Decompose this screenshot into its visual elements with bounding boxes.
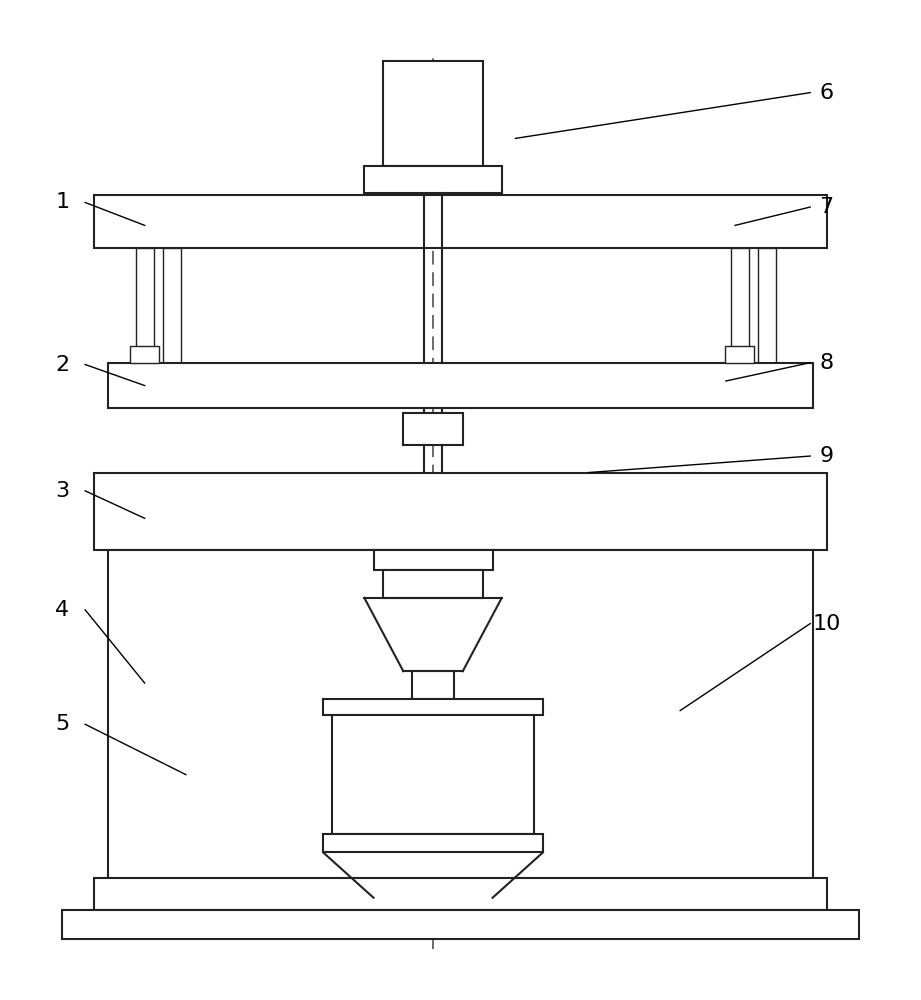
Text: 6: 6	[820, 83, 834, 103]
Bar	[94, 473, 827, 550]
Bar	[332, 715, 534, 834]
Bar	[758, 550, 776, 880]
Bar	[403, 413, 462, 445]
Bar	[730, 550, 749, 880]
Bar	[730, 248, 749, 363]
Text: 9: 9	[820, 446, 834, 466]
Bar	[135, 248, 154, 363]
Bar	[383, 570, 484, 598]
Bar	[725, 346, 754, 363]
Bar	[758, 248, 776, 363]
Text: 1: 1	[55, 192, 69, 212]
Bar	[383, 61, 484, 166]
Bar	[323, 699, 542, 715]
Text: 4: 4	[55, 600, 69, 620]
Bar	[130, 346, 159, 363]
Bar	[163, 550, 181, 880]
Bar	[163, 248, 181, 363]
Bar	[365, 166, 502, 193]
Bar	[323, 834, 542, 852]
Text: 7: 7	[820, 197, 834, 217]
Text: 5: 5	[55, 714, 69, 734]
Bar	[94, 878, 827, 910]
Bar	[413, 671, 454, 699]
Bar	[374, 550, 493, 570]
Bar	[94, 195, 827, 248]
Text: 3: 3	[55, 481, 69, 501]
Text: 10: 10	[812, 614, 841, 634]
Bar	[108, 363, 813, 408]
Bar	[108, 550, 813, 880]
Bar	[135, 550, 154, 880]
Text: 2: 2	[55, 355, 69, 375]
Text: 8: 8	[820, 353, 834, 373]
Bar	[63, 910, 858, 939]
